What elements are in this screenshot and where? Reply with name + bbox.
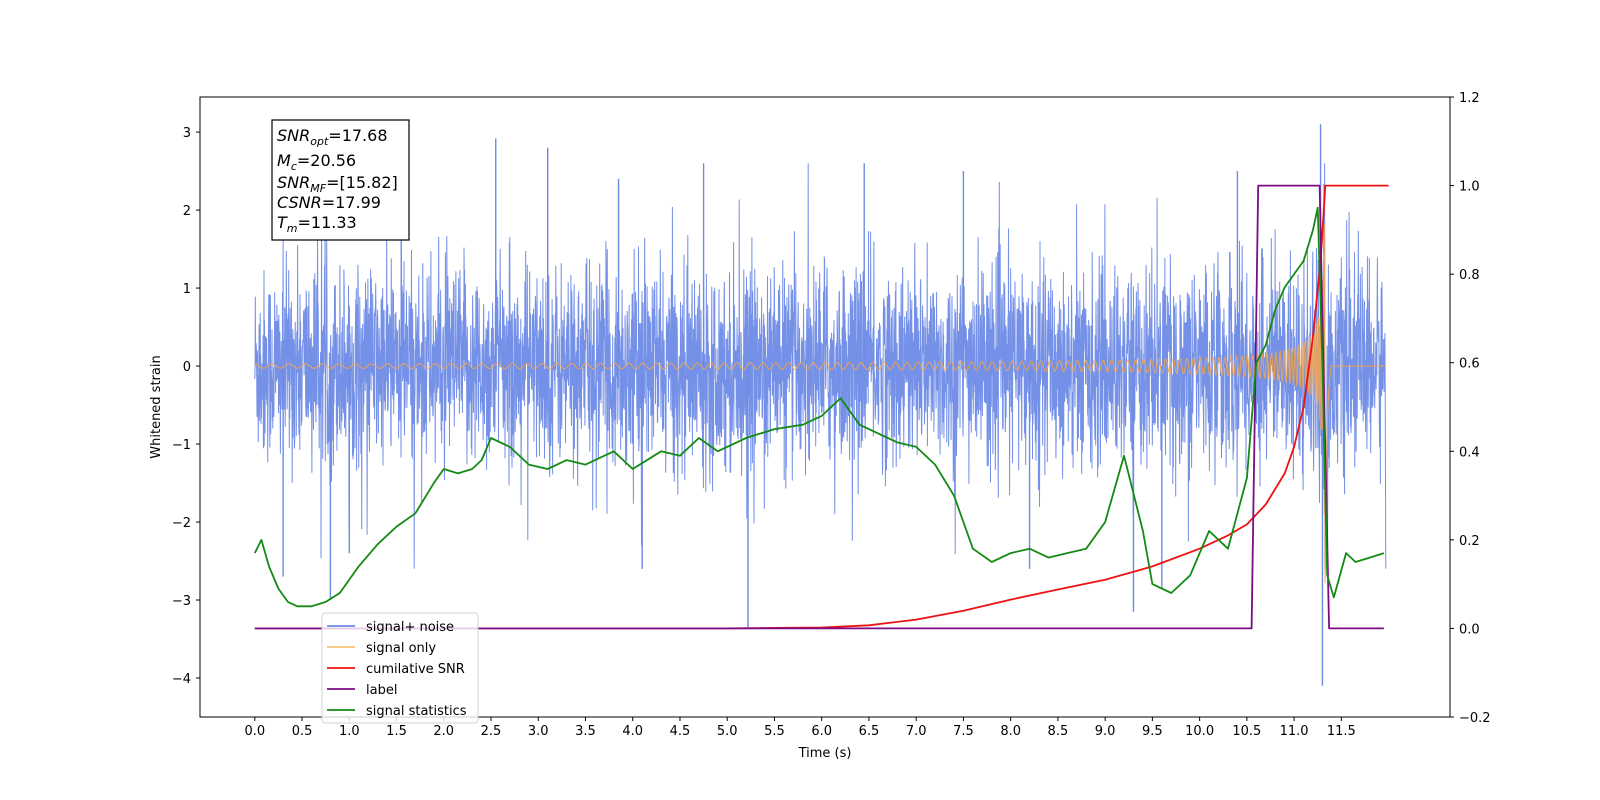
stat-tm: Tm=11.33 [277,213,357,235]
y-tick-label: −1 [172,438,191,453]
signal-only-series [254,223,1386,584]
x-tick-label: 4.0 [622,724,643,739]
y-tick-label: 1 [183,282,191,297]
x-tick-label: 1.0 [339,724,360,739]
x-tick-label: 2.5 [481,724,502,739]
x-tick-label: 7.5 [953,724,974,739]
y-axis-left: 3 2 1 0 −1 −2 −3 −4 [172,126,200,687]
signal-noise-line [254,163,1387,570]
legend-label: signal+ noise [366,620,454,635]
x-tick-label: 2.0 [433,724,454,739]
x-tick-label: 11.5 [1327,724,1356,739]
stat-csnr: CSNR=17.99 [277,193,381,212]
y2-tick-label: −0.2 [1459,711,1491,726]
x-axis: 0.0 0.5 1.0 1.5 2.0 2.5 3.0 3.5 4.0 4.5 5.0 5.5 6.0 6… [244,717,1356,739]
y2-tick-label: 0.4 [1459,445,1480,460]
signal-only-line [254,223,1386,584]
x-tick-label: 5.0 [717,724,738,739]
x-tick-label: 8.0 [1000,724,1021,739]
legend-label: signal statistics [366,704,467,719]
x-tick-label: 4.5 [670,724,691,739]
y2-tick-label: 0.6 [1459,357,1480,372]
x-tick-label: 8.5 [1048,724,1069,739]
stat-snr-opt: SNRopt=17.68 [277,126,388,148]
cumilative-snr-line [254,184,1389,630]
y-tick-label: −2 [172,516,191,531]
stats-box: SNRopt=17.68 Mc=20.56 SNRMF=[15.82] CSNR… [271,119,410,241]
x-tick-label: 6.0 [811,724,832,739]
y-axis-right: 1.2 1.0 0.8 0.6 0.4 0.2 0.0 −0.2 [1450,91,1491,726]
signal-statistics-line [253,206,1385,608]
legend-label: signal only [366,641,436,656]
x-tick-label: 10.5 [1232,724,1261,739]
stat-mc: Mc=20.56 [277,151,356,173]
x-axis-label: Time (s) [798,746,852,761]
legend-label: cumilative SNR [366,662,465,677]
y-tick-label: −4 [172,672,191,687]
y-tick-label: 3 [183,126,191,141]
legend: signal+ noise signal only cumilative SNR la… [321,612,479,724]
x-tick-label: 5.5 [764,724,785,739]
x-tick-label: 11.0 [1280,724,1309,739]
x-tick-label: 0.5 [292,724,313,739]
y-axis-label: Whitened strain [149,355,164,458]
x-tick-label: 9.5 [1142,724,1163,739]
x-tick-label: 3.5 [575,724,596,739]
x-tick-label: 3.0 [528,724,549,739]
y2-tick-label: 0.2 [1459,534,1480,549]
y-tick-label: 0 [183,360,191,375]
x-tick-label: 6.5 [859,724,880,739]
y-tick-label: −3 [172,594,191,609]
y2-tick-label: 1.0 [1459,180,1480,195]
legend-label: label [366,683,397,698]
plot-frame [199,96,1451,718]
x-tick-label: 10.0 [1185,724,1214,739]
x-tick-label: 9.0 [1095,724,1116,739]
signal-noise-series [254,124,1387,686]
stat-snr-mf: SNRMF=[15.82] [277,173,398,195]
y2-tick-label: 0.0 [1459,622,1480,637]
x-tick-label: 0.0 [244,724,265,739]
y2-tick-label: 1.2 [1459,91,1480,106]
y2-tick-label: 0.8 [1459,268,1480,283]
y-tick-label: 2 [183,204,191,219]
x-tick-label: 1.5 [386,724,407,739]
label-line [254,184,1384,630]
x-tick-label: 7.0 [906,724,927,739]
